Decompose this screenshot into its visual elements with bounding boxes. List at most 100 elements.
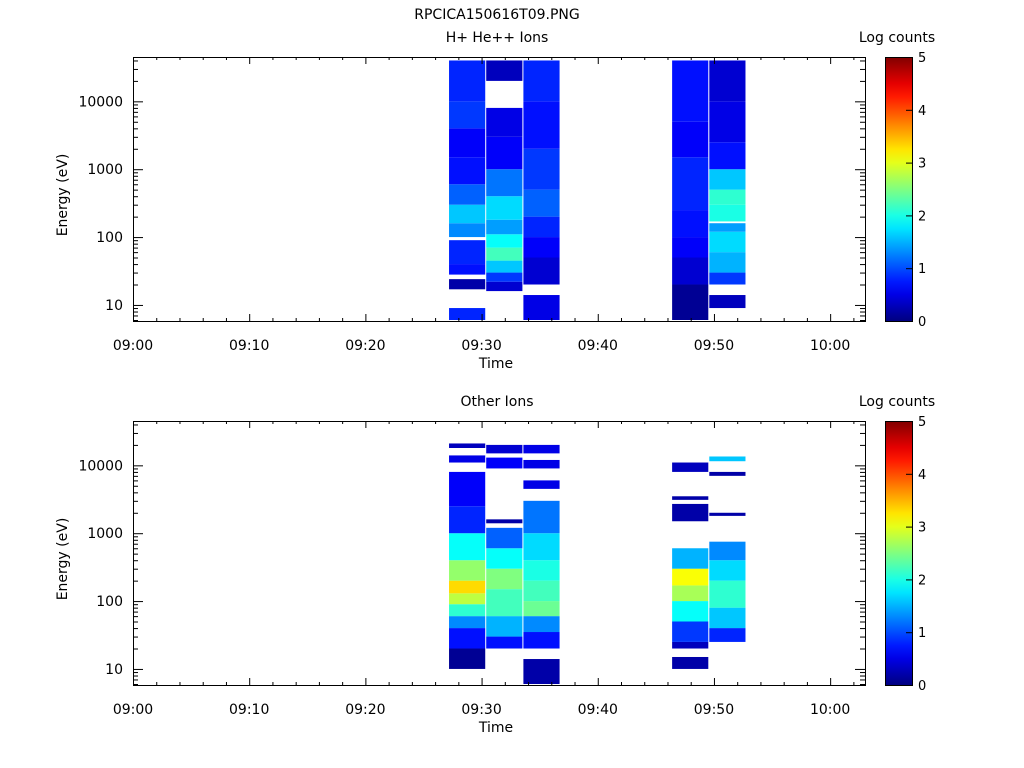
y-tick-label: 100 <box>96 230 123 246</box>
spectrogram-cell <box>523 480 560 489</box>
spectrogram-cell <box>709 169 746 190</box>
spectrogram-cell <box>709 541 746 561</box>
spectrogram-cell <box>449 101 486 129</box>
spectrogram-cell <box>523 500 560 534</box>
spectrogram-cell <box>672 60 709 122</box>
spectrogram-cell <box>486 169 523 197</box>
spectrogram-cell <box>672 462 709 472</box>
x-axis-label: Time <box>478 720 513 736</box>
spectrogram-cell <box>486 234 523 248</box>
x-tick-label: 09:30 <box>461 702 501 718</box>
spectrogram-cell <box>709 252 746 273</box>
colorbar-tick-label: 3 <box>918 521 926 536</box>
spectrogram-cell <box>523 237 560 258</box>
spectrogram-cell <box>523 444 560 454</box>
spectrogram-cell <box>486 136 523 170</box>
spectrogram-cell <box>672 568 709 586</box>
colorbar-tick-label: 5 <box>918 51 926 66</box>
spectrogram-cell <box>709 607 746 629</box>
spectrogram-cell <box>709 580 746 608</box>
colorbar-tick-label: 1 <box>918 626 926 641</box>
x-tick-label: 09:10 <box>229 338 269 354</box>
spectrogram-cell <box>449 616 486 629</box>
spectrogram-cell <box>672 257 709 285</box>
spectrogram-cell <box>486 568 523 590</box>
x-tick-label: 10:00 <box>810 702 850 718</box>
x-tick-label: 09:30 <box>461 338 501 354</box>
colorbar-title: Log counts <box>859 30 935 46</box>
spectrogram-cell <box>672 157 709 211</box>
spectrogram-cell <box>486 616 523 637</box>
spectrogram-cell <box>709 295 746 309</box>
spectrogram-cell <box>486 272 523 282</box>
spectrogram-cell <box>523 101 560 149</box>
spectrogram-cell <box>523 560 560 581</box>
colorbar-frame <box>885 57 913 322</box>
spectrogram-cells <box>449 60 746 320</box>
spectrogram-cell <box>486 457 523 469</box>
spectrogram-cell <box>486 444 523 454</box>
x-tick-label: 09:20 <box>345 338 385 354</box>
y-tick-label: 1000 <box>87 162 123 178</box>
spectrogram-cell <box>523 295 560 320</box>
x-tick-label: 09:40 <box>578 702 618 718</box>
spectrogram-cell <box>672 284 709 320</box>
y-axis-label: Energy (eV) <box>55 154 71 237</box>
spectrogram-cell <box>672 237 709 258</box>
spectrogram-cell <box>449 533 486 561</box>
colorbar-tick-label: 0 <box>918 315 926 330</box>
spectrogram-cell <box>523 148 560 190</box>
spectrogram-cell <box>449 223 486 238</box>
spectrogram-cell <box>709 456 746 462</box>
spectrogram-cell <box>709 189 746 205</box>
plot-frame <box>133 421 866 686</box>
spectrogram-cell <box>449 128 486 158</box>
spectrogram-cell <box>523 616 560 633</box>
spectrogram-cell <box>449 308 486 320</box>
spectrogram-cell <box>523 632 560 649</box>
spectrogram-cell <box>449 240 486 265</box>
spectrogram-cell <box>709 560 746 581</box>
x-tick-label: 09:20 <box>345 702 385 718</box>
spectrogram-cell <box>709 628 746 642</box>
spectrogram-cell <box>449 593 486 605</box>
spectrogram-cell <box>486 636 523 649</box>
colorbar-tick-label: 3 <box>918 157 926 172</box>
spectrogram-cell <box>709 142 746 170</box>
spectrogram-cell <box>449 471 486 507</box>
x-tick-label: 09:50 <box>694 702 734 718</box>
colorbar-tick-label: 1 <box>918 262 926 277</box>
spectrogram-cell <box>709 272 746 285</box>
x-tick-label: 09:00 <box>113 702 153 718</box>
spectrogram-cell <box>449 455 486 463</box>
spectrogram-cell <box>449 506 486 534</box>
spectrogram-cell <box>672 656 709 669</box>
spectrogram-cell <box>523 659 560 684</box>
spectrogram-cells <box>449 443 746 684</box>
spectrogram-cell <box>486 196 523 220</box>
spectrogram-cell <box>449 580 486 594</box>
spectrogram-cell <box>523 189 560 217</box>
spectrogram-cell <box>449 279 486 290</box>
panel-title: H+ He++ Ions <box>446 30 549 46</box>
spectrogram-cell <box>523 257 560 285</box>
spectrogram-cell <box>486 107 523 137</box>
spectrogram-cell <box>523 60 560 102</box>
spectrogram-cell <box>449 204 486 224</box>
spectrogram-cell <box>486 219 523 235</box>
spectrogram-cell <box>486 281 523 292</box>
spectrogram-cell <box>449 604 486 617</box>
x-tick-label: 09:00 <box>113 338 153 354</box>
y-tick-label: 1000 <box>87 526 123 542</box>
x-tick-label: 09:50 <box>694 338 734 354</box>
colorbar-frame <box>885 421 913 686</box>
spectrogram-cell <box>672 601 709 622</box>
y-axis-label: Energy (eV) <box>55 518 71 601</box>
spectrogram-cell <box>486 548 523 569</box>
spectrogram-cell <box>449 264 486 275</box>
y-tick-label: 10 <box>105 298 123 314</box>
colorbar-title: Log counts <box>859 394 935 410</box>
spectrogram-cell <box>486 247 523 261</box>
colorbar-tick-label: 2 <box>918 573 926 588</box>
